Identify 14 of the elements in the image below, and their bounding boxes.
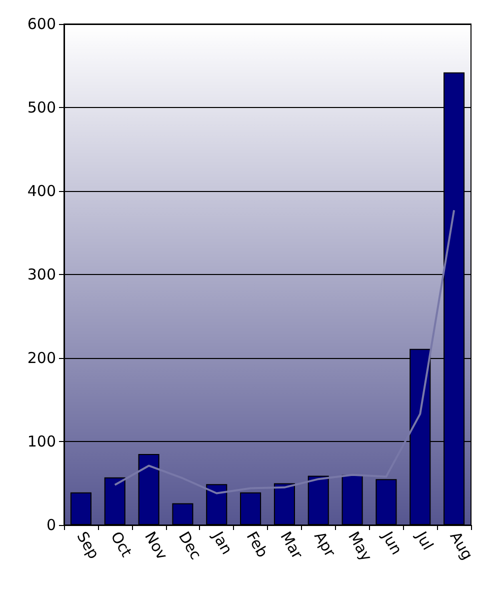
y-tick-label: 400 [27, 182, 56, 200]
x-tick-label: Jan [208, 528, 236, 558]
y-tick-label: 500 [27, 98, 56, 116]
y-tick-label: 600 [27, 15, 56, 33]
y-tick-label: 200 [27, 349, 56, 367]
x-tick-label: Feb [242, 528, 272, 560]
y-tick-label: 0 [46, 516, 56, 534]
x-tick-label: Apr [310, 528, 340, 561]
x-tick-label: Jul [412, 528, 437, 554]
line-series [114, 209, 456, 494]
y-tick-label: 100 [27, 432, 56, 450]
x-tick-label: Jun [378, 528, 406, 558]
x-tick-label: Oct [107, 528, 136, 560]
y-tick-label: 300 [27, 266, 56, 284]
